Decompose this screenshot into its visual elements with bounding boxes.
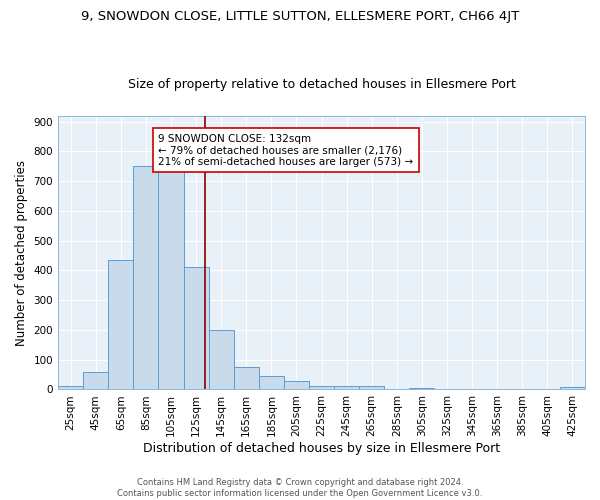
- Bar: [334, 386, 359, 390]
- Y-axis label: Number of detached properties: Number of detached properties: [15, 160, 28, 346]
- Bar: [284, 380, 309, 390]
- Text: 9, SNOWDON CLOSE, LITTLE SUTTON, ELLESMERE PORT, CH66 4JT: 9, SNOWDON CLOSE, LITTLE SUTTON, ELLESME…: [81, 10, 519, 23]
- Bar: [560, 388, 585, 390]
- Text: 9 SNOWDON CLOSE: 132sqm
← 79% of detached houses are smaller (2,176)
21% of semi: 9 SNOWDON CLOSE: 132sqm ← 79% of detache…: [158, 134, 413, 167]
- Bar: [309, 386, 334, 390]
- Bar: [108, 260, 133, 390]
- Title: Size of property relative to detached houses in Ellesmere Port: Size of property relative to detached ho…: [128, 78, 515, 91]
- Bar: [58, 386, 83, 390]
- Bar: [409, 388, 434, 390]
- Bar: [259, 376, 284, 390]
- Bar: [359, 386, 384, 390]
- Bar: [158, 166, 184, 390]
- X-axis label: Distribution of detached houses by size in Ellesmere Port: Distribution of detached houses by size …: [143, 442, 500, 455]
- Bar: [233, 367, 259, 390]
- Bar: [83, 372, 108, 390]
- Text: Contains HM Land Registry data © Crown copyright and database right 2024.
Contai: Contains HM Land Registry data © Crown c…: [118, 478, 482, 498]
- Bar: [184, 268, 209, 390]
- Bar: [209, 330, 233, 390]
- Bar: [133, 166, 158, 390]
